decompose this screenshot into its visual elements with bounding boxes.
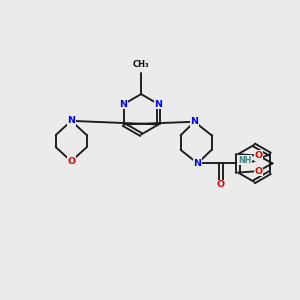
Text: N: N — [154, 100, 163, 109]
Text: N: N — [190, 117, 199, 126]
Text: N: N — [194, 159, 202, 168]
Text: N: N — [67, 116, 75, 125]
Text: O: O — [217, 180, 225, 189]
Text: N: N — [120, 100, 128, 109]
Text: O: O — [254, 167, 262, 176]
Text: NH: NH — [238, 156, 251, 165]
Text: O: O — [67, 157, 75, 166]
Text: O: O — [254, 151, 262, 160]
Text: CH₃: CH₃ — [133, 61, 149, 70]
